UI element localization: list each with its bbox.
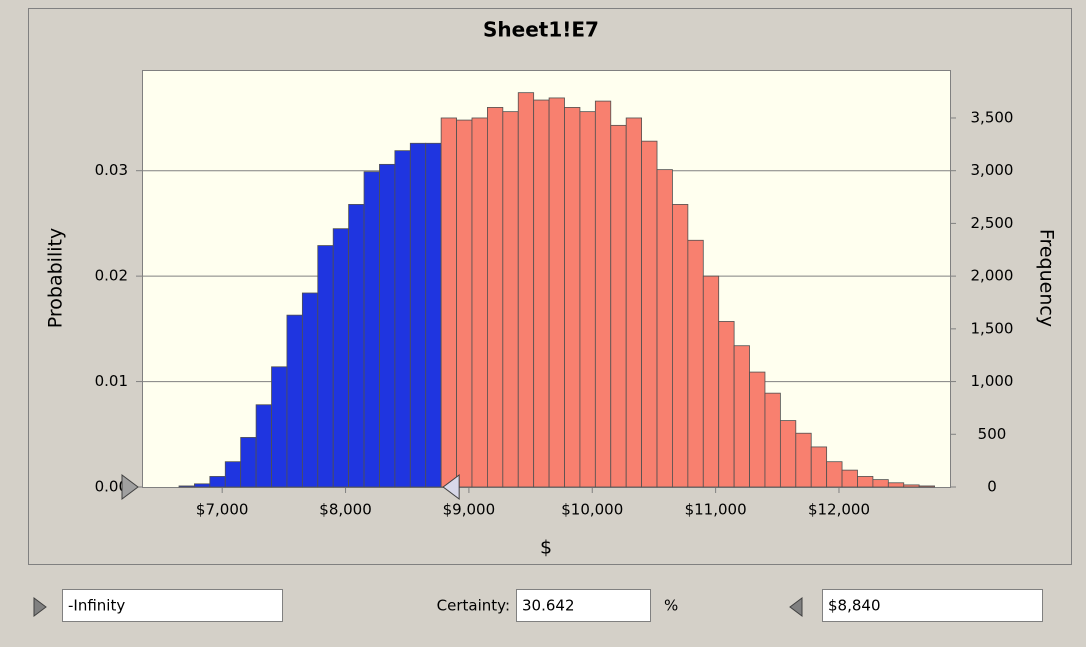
y2-tick-label: 0.00 (95, 478, 128, 496)
plot: 0.00 0.01 0.02 0.03 0 500 1,000 1,500 2,000 2,500… (95, 70, 1014, 519)
lower-grabber[interactable] (121, 474, 139, 500)
bar (409, 142, 427, 488)
bar (841, 469, 858, 488)
bar (872, 479, 889, 488)
lower-value: -Infinity (68, 597, 125, 615)
bar (394, 150, 411, 488)
bar (194, 483, 211, 488)
bar (255, 404, 272, 488)
x-tick-label: $10,000 (561, 501, 623, 519)
y-tick-label: 3,500 (971, 108, 1014, 126)
bar (810, 446, 828, 488)
y-axis-label: Frequency (1036, 229, 1058, 327)
bar (301, 292, 319, 488)
bar (579, 111, 596, 488)
upper-value: $8,840 (828, 597, 881, 615)
bar (656, 169, 673, 488)
certainty-label: Certainty: (437, 597, 510, 615)
bar (625, 117, 643, 488)
bar (517, 92, 535, 488)
bar (887, 482, 905, 488)
x-tick-label: $7,000 (196, 501, 249, 519)
bar (826, 461, 843, 488)
bar (178, 485, 195, 488)
bar (903, 484, 920, 488)
lower-arrow[interactable] (33, 597, 47, 617)
y-tick-label: 500 (978, 425, 1007, 443)
x-tick-label: $11,000 (685, 501, 747, 519)
bar (641, 140, 658, 488)
bar (795, 432, 812, 488)
certainty-input[interactable] (516, 589, 651, 622)
bar (487, 107, 504, 488)
bar (363, 171, 380, 488)
bar (317, 245, 334, 488)
bar (348, 204, 365, 488)
lower-input[interactable] (62, 589, 283, 622)
bar (672, 204, 689, 488)
bar (918, 485, 935, 488)
y-tick-label: 0 (987, 478, 997, 496)
bar (857, 476, 874, 488)
bar (718, 321, 735, 488)
y-tick-label: 2,500 (971, 214, 1014, 232)
bar (286, 314, 303, 488)
bar (594, 100, 612, 488)
bar (687, 239, 704, 488)
certainty-value: 30.642 (522, 597, 575, 615)
bar (733, 345, 750, 488)
x-tick-label: $8,000 (319, 501, 372, 519)
upper-input[interactable] (822, 589, 1043, 622)
y2-axis-label: Probability (45, 228, 67, 328)
bar (379, 163, 396, 488)
bar (209, 476, 226, 488)
bar (548, 97, 565, 488)
bar (332, 228, 350, 488)
y-tick-label: 2,000 (971, 267, 1014, 285)
bar (471, 117, 488, 488)
x-tick-label: $9,000 (443, 501, 496, 519)
y2-tick-label: 0.01 (95, 372, 128, 390)
bar (502, 111, 519, 488)
bar (610, 124, 627, 488)
percent-sign: % (664, 597, 678, 615)
bar (749, 371, 766, 488)
y-tick-label: 1,500 (971, 319, 1014, 337)
x-tick-label: $12,000 (808, 501, 870, 519)
bar (564, 107, 581, 488)
x-axis-label: $ (540, 537, 552, 559)
bar (440, 117, 457, 488)
y-tick-label: 1,000 (971, 372, 1014, 390)
bar (764, 392, 781, 488)
bar (779, 420, 797, 488)
y-tick-label: 3,000 (971, 161, 1014, 179)
y2-tick-label: 0.03 (95, 161, 128, 179)
bar (533, 99, 550, 488)
bar (224, 461, 242, 488)
y2-tick-label: 0.02 (95, 267, 128, 285)
bar (456, 119, 473, 488)
upper-grabber[interactable] (442, 474, 460, 500)
bar (702, 275, 720, 488)
bar (425, 142, 442, 488)
upper-arrow[interactable] (789, 597, 803, 617)
bar (240, 437, 257, 488)
chart-title: Sheet1!E7 (483, 18, 599, 42)
bar (271, 366, 288, 488)
